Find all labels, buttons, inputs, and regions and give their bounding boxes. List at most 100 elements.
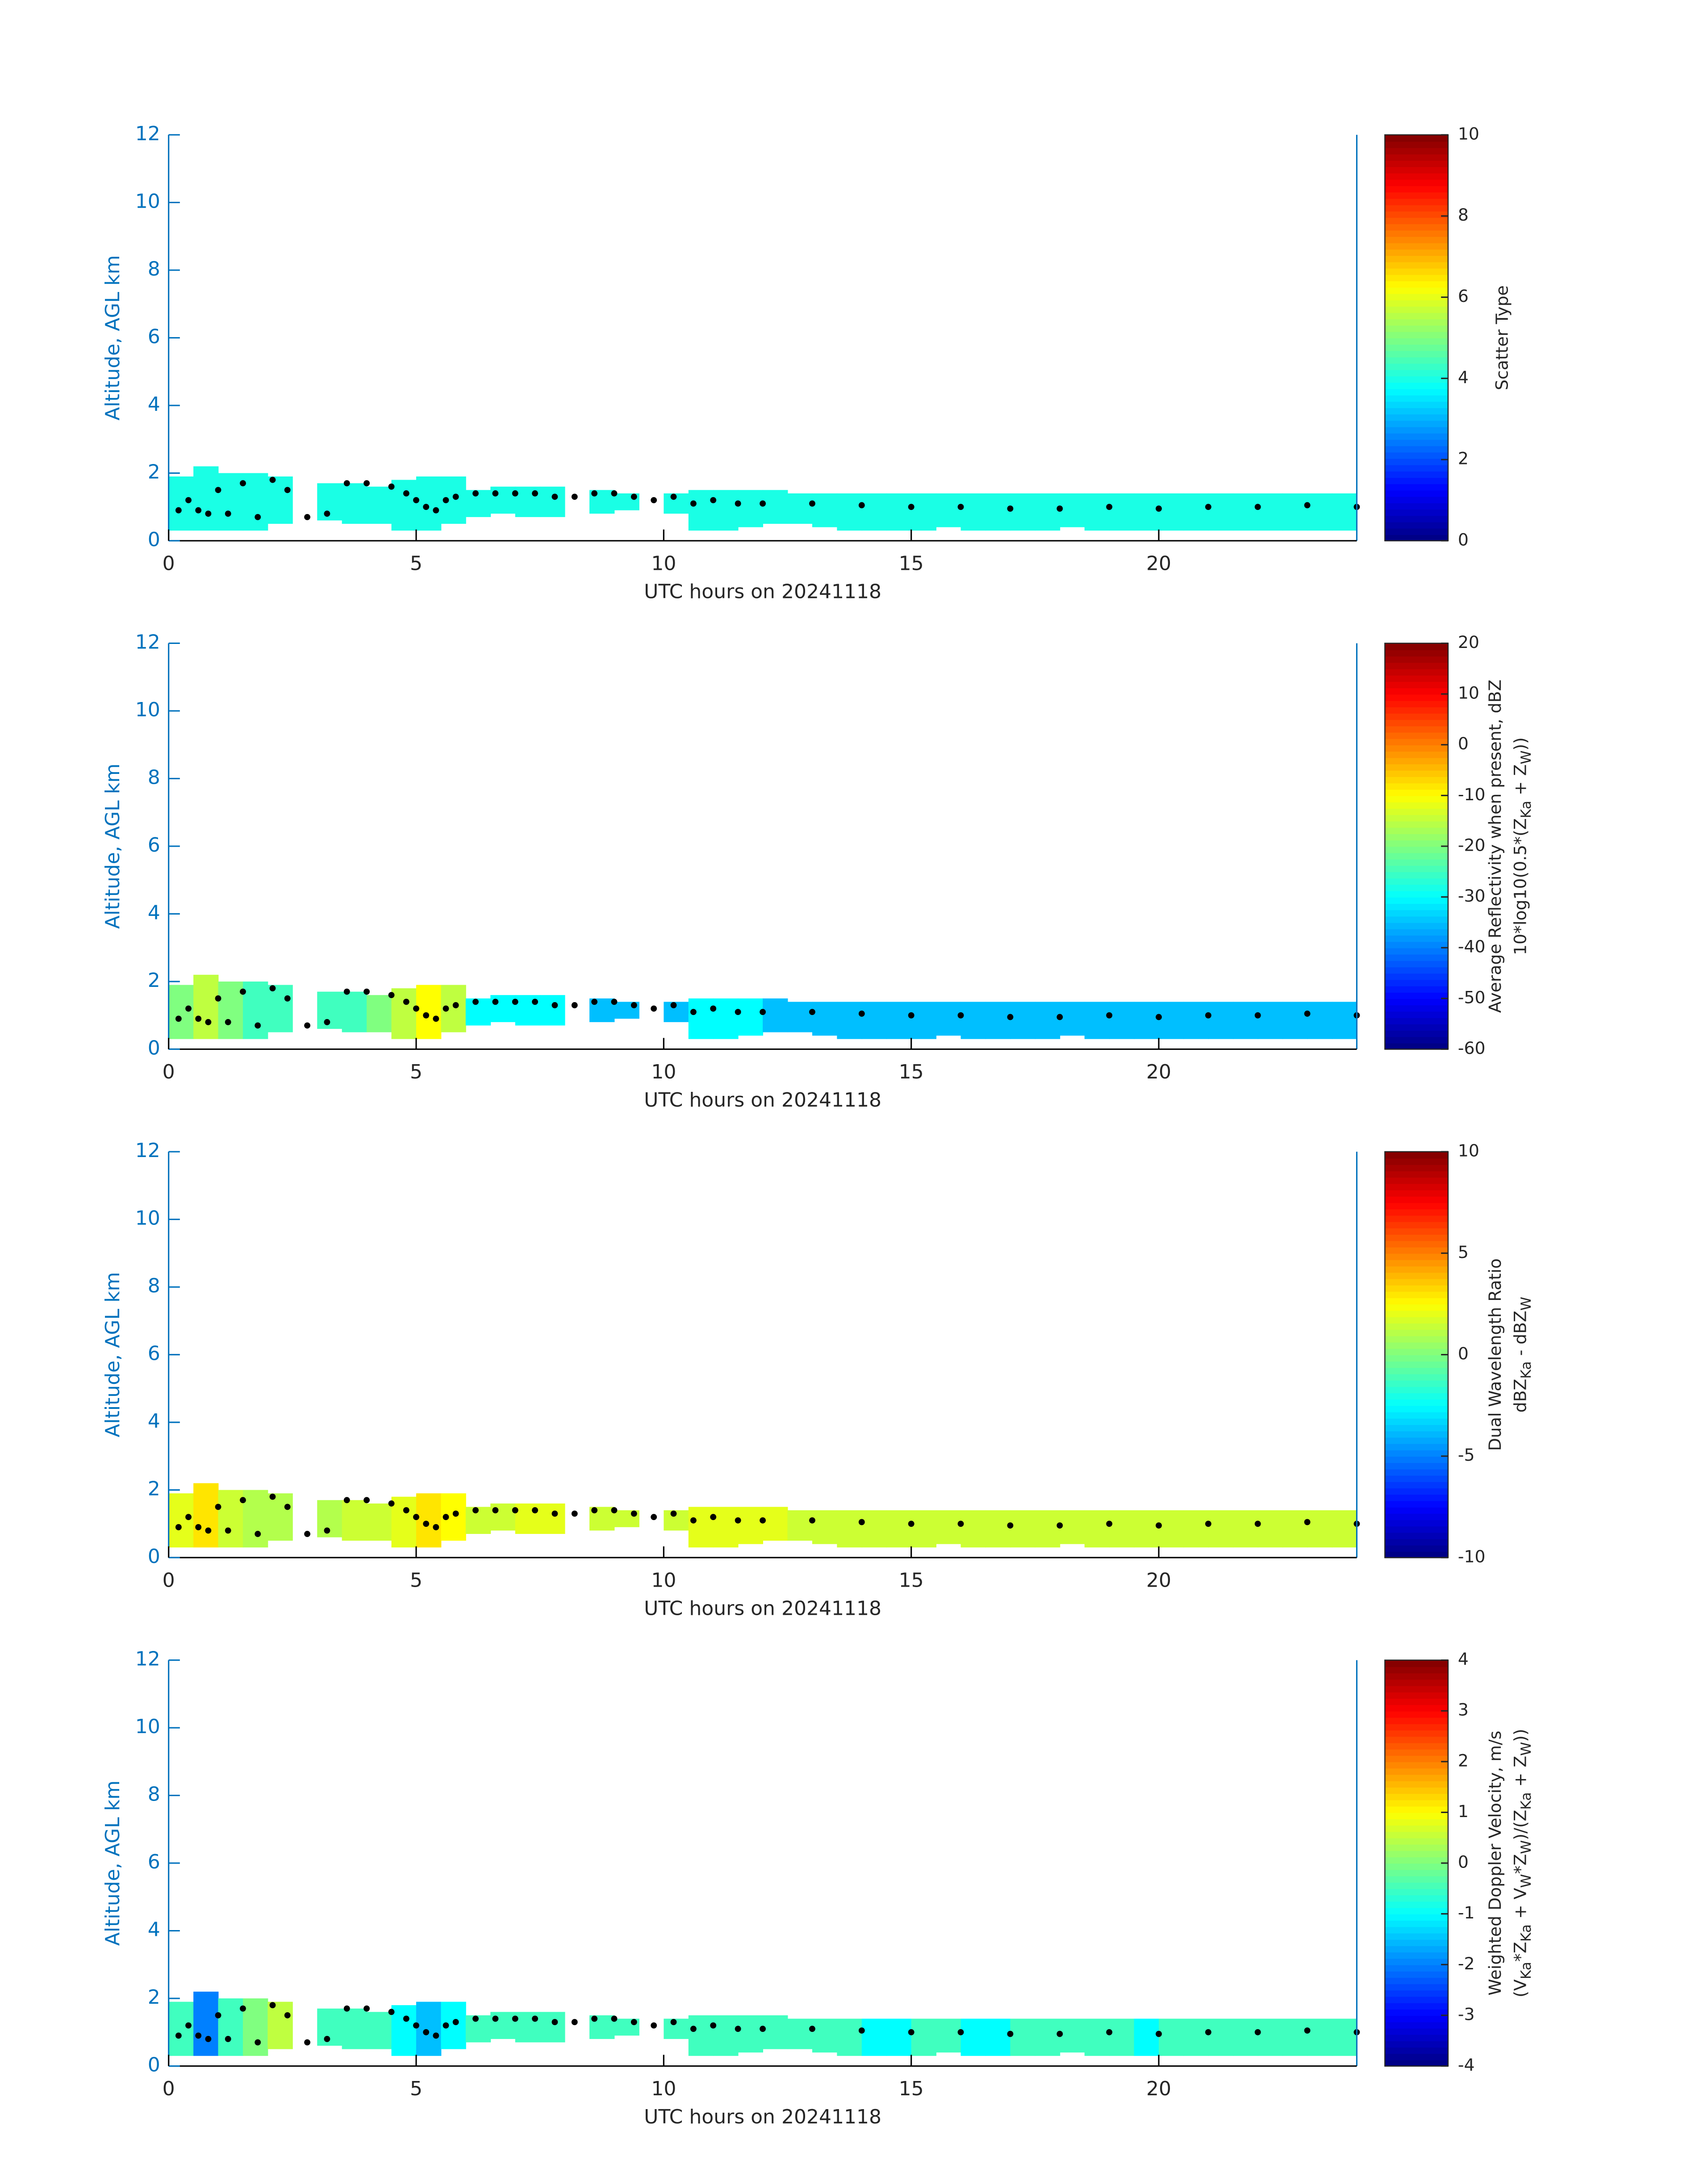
colorbar-swatch [1385, 890, 1448, 898]
cloud-base-dot [284, 995, 291, 1002]
colorbar-swatch [1385, 147, 1448, 155]
cloud-base-dot [571, 1002, 578, 1008]
cloud-base-dot [690, 2026, 697, 2032]
cloud-base-dot [423, 2029, 430, 2035]
cloud-base-dot [175, 507, 182, 514]
cloud-base-dot [1106, 504, 1113, 510]
y-tick-label: 6 [148, 325, 160, 348]
colorbar-swatch [1385, 1787, 1448, 1794]
cloud-column [1010, 2018, 1036, 2056]
colorbar-swatch [1385, 1812, 1448, 1819]
cloud-column [861, 1002, 887, 1039]
colorbar-swatch [1385, 280, 1448, 288]
colorbar-swatch [1385, 2047, 1448, 2054]
colorbar-label-part: W [1518, 750, 1534, 764]
y-tick-label: 10 [135, 190, 160, 213]
colorbar-tick-label: 10 [1458, 124, 1479, 143]
cloud-column [1332, 2018, 1357, 2056]
cloud-base-dot [492, 1507, 499, 1513]
cloud-column [1010, 493, 1036, 531]
cloud-base-dot [690, 500, 697, 507]
cloud-column [1060, 493, 1085, 527]
colorbar-swatch [1385, 185, 1448, 193]
colorbar-tick-label: 4 [1458, 1649, 1469, 1669]
y-tick-label: 4 [148, 901, 160, 924]
cloud-column [688, 2015, 714, 2056]
cloud-base-dot [443, 1005, 449, 1012]
colorbar-swatch [1385, 2028, 1448, 2035]
cloud-base-dot [611, 490, 618, 497]
colorbar-swatch [1385, 522, 1448, 529]
colorbar-swatch [1385, 1996, 1448, 2003]
colorbar-swatch [1385, 452, 1448, 459]
cloud-column [367, 486, 392, 524]
colorbar-label-part: + Z [1510, 765, 1530, 801]
cloud-column [391, 480, 417, 531]
cloud-column [763, 998, 788, 1032]
cloud-base-dot [195, 2032, 202, 2039]
cloud-base-dot [1156, 1522, 1162, 1529]
cloud-column [1010, 1002, 1036, 1039]
colorbar-swatch [1385, 1723, 1448, 1731]
colorbar-swatch [1385, 1907, 1448, 1914]
cloud-base-dot [908, 1012, 915, 1019]
colorbar-tick-label: 4 [1458, 368, 1469, 387]
colorbar-swatch [1385, 1297, 1448, 1305]
colorbar-swatch [1385, 1152, 1448, 1159]
colorbar-swatch [1385, 1024, 1448, 1031]
cloud-base-dot [670, 493, 677, 500]
x-tick-label: 5 [410, 1061, 422, 1083]
colorbar-swatch [1385, 477, 1448, 485]
colorbar-swatch [1385, 1519, 1448, 1527]
colorbar-swatch [1385, 1392, 1448, 1400]
colorbar-swatch [1385, 687, 1448, 695]
colorbar-tick-label: 5 [1458, 1242, 1469, 1262]
cloud-base-dot [710, 2022, 717, 2029]
cloud-column [1134, 493, 1159, 531]
cloud-base-dot [1205, 1012, 1211, 1019]
colorbar-swatch [1385, 827, 1448, 834]
colorbar-swatch [1385, 1736, 1448, 1743]
colorbar-tick-label: 10 [1458, 683, 1479, 703]
cloud-column [1233, 1002, 1258, 1039]
cloud-column [936, 493, 961, 527]
colorbar-swatch [1385, 1742, 1448, 1750]
colorbar-swatch [1385, 916, 1448, 923]
x-tick-label: 15 [899, 1569, 924, 1592]
colorbar-tick-label: 1 [1458, 1801, 1469, 1821]
colorbar-tick-label: -4 [1458, 2055, 1475, 2075]
cloud-column [861, 493, 887, 531]
cloud-base-dot [343, 1497, 350, 1504]
cloud-column [688, 490, 714, 531]
cloud-base-dot [631, 2019, 637, 2025]
cloud-base-dot [1156, 506, 1162, 512]
colorbar-swatch [1385, 1177, 1448, 1184]
cloud-base-dot [532, 2015, 538, 2022]
colorbar-tick-label: -50 [1458, 987, 1486, 1007]
y-tick-label: 8 [148, 1783, 160, 1806]
colorbar-swatch [1385, 160, 1448, 167]
y-tick-label: 8 [148, 766, 160, 789]
colorbar-swatch [1385, 1951, 1448, 1959]
cloud-base-dot [443, 1514, 449, 1521]
colorbar-swatch [1385, 954, 1448, 961]
colorbar-swatch [1385, 1412, 1448, 1419]
x-axis-label: UTC hours on 20241118 [644, 2106, 881, 2128]
cloud-base-dot [175, 1524, 182, 1530]
cloud-column [936, 1510, 961, 1544]
colorbar-label-part: - dBZ [1510, 1311, 1530, 1361]
colorbar-swatch [1385, 179, 1448, 186]
colorbar-swatch [1385, 1329, 1448, 1337]
colorbar-swatch [1385, 1399, 1448, 1406]
cloud-base-dot [363, 2005, 370, 2012]
colorbar-tick-label: -3 [1458, 2004, 1475, 2024]
cloud-column [812, 2018, 838, 2053]
cloud-column [1208, 1002, 1234, 1039]
cloud-base-dot [492, 2015, 499, 2022]
colorbar-swatch [1385, 871, 1448, 879]
cloud-base-dot [413, 1514, 419, 1521]
cloud-base-dot [735, 500, 741, 507]
colorbar-swatch [1385, 757, 1448, 765]
cloud-base-dot [631, 1002, 637, 1008]
